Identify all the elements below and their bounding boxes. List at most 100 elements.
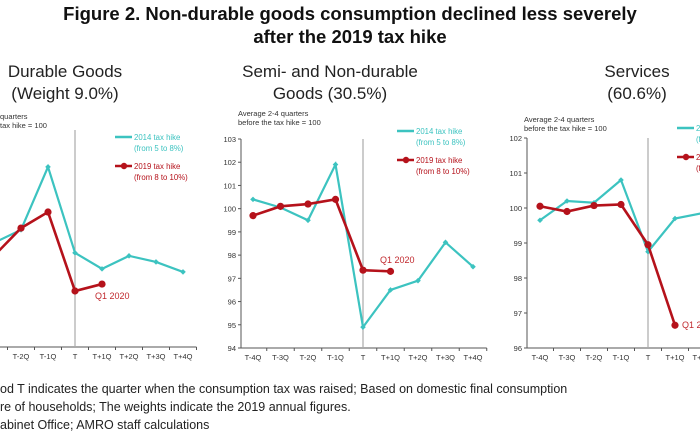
legend-sublabel: (from 8 to 10%) [416,167,470,176]
y-axis-note: Average 2-4 quarters [524,115,595,124]
legend-label: 2019 tax hike [416,156,462,165]
panel-title: (Weight 9.0%) [11,84,118,103]
y-tick-label: 102 [223,158,236,167]
x-tick-label: T+2Q [120,352,139,361]
panel-title: Goods (30.5%) [273,84,387,103]
legend-sublabel: (from 5 to 8%) [134,144,184,153]
data-point-2019 [304,200,312,208]
legend-marker [682,153,690,161]
legend-sublabel: (from 5 to 8%) [416,138,466,147]
legend-label: 2014 tax hike [416,127,462,136]
x-tick-label: T+2Q [693,353,700,362]
data-point-2014 [72,250,78,256]
panel-title: Durable Goods [8,62,122,81]
data-point-2019 [386,267,395,275]
y-axis-note: quarters [0,112,28,121]
data-point-2019 [590,201,598,210]
y-tick-label: 98 [228,251,236,260]
data-point-2019 [563,207,571,216]
series-line-2019 [0,210,103,293]
x-tick-label: T+1Q [381,353,400,362]
legend-label: 2019 tax hike [134,162,180,171]
y-tick-label: 100 [509,204,522,213]
data-point-2014 [387,287,394,293]
figure-title-line-2: after the 2019 tax hike [253,26,446,47]
data-point-2014 [470,263,476,270]
x-tick-label: T-3Q [559,353,576,362]
series-line-2019 [252,197,391,273]
data-point-2014 [645,248,651,255]
y-tick-label: 102 [509,134,522,143]
x-tick-label: T+1Q [666,353,685,362]
x-tick-label: T+3Q [147,352,166,361]
y-tick-label: 96 [228,298,236,307]
x-tick-label: T+4Q [174,352,193,361]
x-tick-label: T-1Q [327,353,344,362]
y-tick-label: 103 [223,135,236,144]
data-point-2019 [644,241,652,249]
data-point-2019 [71,287,79,295]
x-tick-label: T-2Q [13,352,30,361]
data-point-2019 [17,224,25,232]
panel-title: Services [604,62,669,81]
y-axis-note: tax hike = 100 [0,121,47,130]
y-tick-label: 98 [514,274,522,283]
y-tick-label: 100 [223,205,236,214]
data-point-2014 [415,277,421,284]
series-line-2014 [0,163,184,273]
legend-label: 2019 tax hike [696,153,700,162]
y-tick-label: 99 [514,239,522,248]
y-tick-label: 97 [514,309,522,318]
data-point-2019 [536,202,544,210]
x-tick-label: T [73,352,78,361]
legend-label: 2014 tax hike [134,133,180,142]
y-tick-label: 96 [514,344,522,353]
q1-2020-annotation: Q1 2020 [380,255,415,265]
footnote-line-3: abinet Office; AMRO staff calculations [0,418,209,432]
q1-2020-annotation: Q1 2020 [682,320,700,330]
data-point-2019 [671,321,679,329]
x-tick-label: T+4Q [464,353,483,362]
data-point-2014 [360,324,366,330]
panel-2: Semi- and Non-durable Goods (30.5%) Averag… [223,62,488,362]
y-tick-label: 101 [509,169,522,178]
data-point-2014 [305,217,311,224]
data-point-2014 [99,266,105,272]
series-line-2019 [539,203,677,326]
data-point-2014 [672,215,678,222]
y-tick-label: 99 [228,228,236,237]
data-point-2019 [617,200,625,209]
data-point-2014 [45,164,51,170]
x-tick-label: T-3Q [272,353,289,362]
data-point-2014 [564,198,570,204]
footnote-line-1: od T indicates the quarter when the cons… [0,382,567,396]
x-tick-label: T-2Q [300,353,317,362]
data-point-2014 [442,239,449,246]
y-tick-label: 101 [223,181,236,190]
y-axis-note: Average 2-4 quarters [238,109,309,118]
y-tick-label: 94 [228,344,236,353]
figure-title-line-1: Figure 2. Non-durable goods consumption … [63,3,637,24]
legend-sublabel: (from 5 to 8%) [696,135,700,144]
x-tick-label: T-1Q [40,352,57,361]
y-axis-note: before the tax hike = 100 [238,118,321,127]
legend-sublabel: (from 8 to 10%) [134,173,188,182]
data-point-2019 [249,212,257,220]
data-point-2014 [126,253,132,259]
legend-marker [402,156,410,164]
data-point-2014 [332,161,339,168]
series-line-2014 [539,178,700,254]
data-point-2014 [153,259,159,265]
x-tick-label: T+3Q [436,353,455,362]
data-point-2014 [537,217,543,224]
x-tick-label: T-2Q [586,353,603,362]
legend-marker [120,162,128,170]
x-tick-label: T [361,353,366,362]
data-point-2019 [359,266,367,274]
x-tick-label: T-4Q [532,353,549,362]
data-point-2019 [98,280,106,288]
panel-title: (60.6%) [607,84,667,103]
